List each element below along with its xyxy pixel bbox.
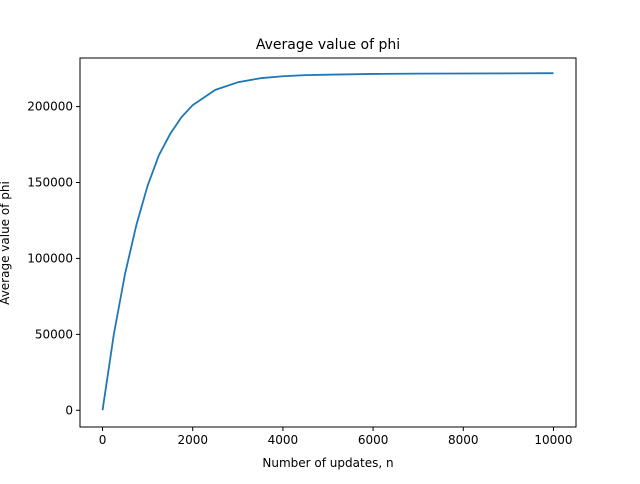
series-line-0 [101, 72, 554, 411]
plot-area: 0 2000 4000 6000 8000 10000050000100000150000… [27, 57, 577, 447]
x-tick-label-0: 0 [99, 433, 107, 447]
y-tick-label-4: 200000 [27, 100, 73, 114]
x-tick-label-1: 2000 [177, 433, 208, 447]
x-tick-label-5: 10000 [534, 433, 572, 447]
y-tick-label-3: 150000 [27, 176, 73, 190]
x-tick-label-3: 6000 [358, 433, 389, 447]
x-tick-label-4: 8000 [448, 433, 479, 447]
y-tick-label-1: 50000 [35, 327, 73, 341]
chart-title: Average value of phi [256, 37, 400, 53]
x-axis-label: Number of updates, n [262, 456, 393, 470]
y-axis-label: Average value of phi [0, 181, 12, 305]
y-tick-label-0: 0 [65, 403, 73, 417]
x-tick-label-2: 4000 [268, 433, 299, 447]
axes-frame [79, 57, 577, 428]
y-tick-label-2: 100000 [27, 251, 73, 265]
